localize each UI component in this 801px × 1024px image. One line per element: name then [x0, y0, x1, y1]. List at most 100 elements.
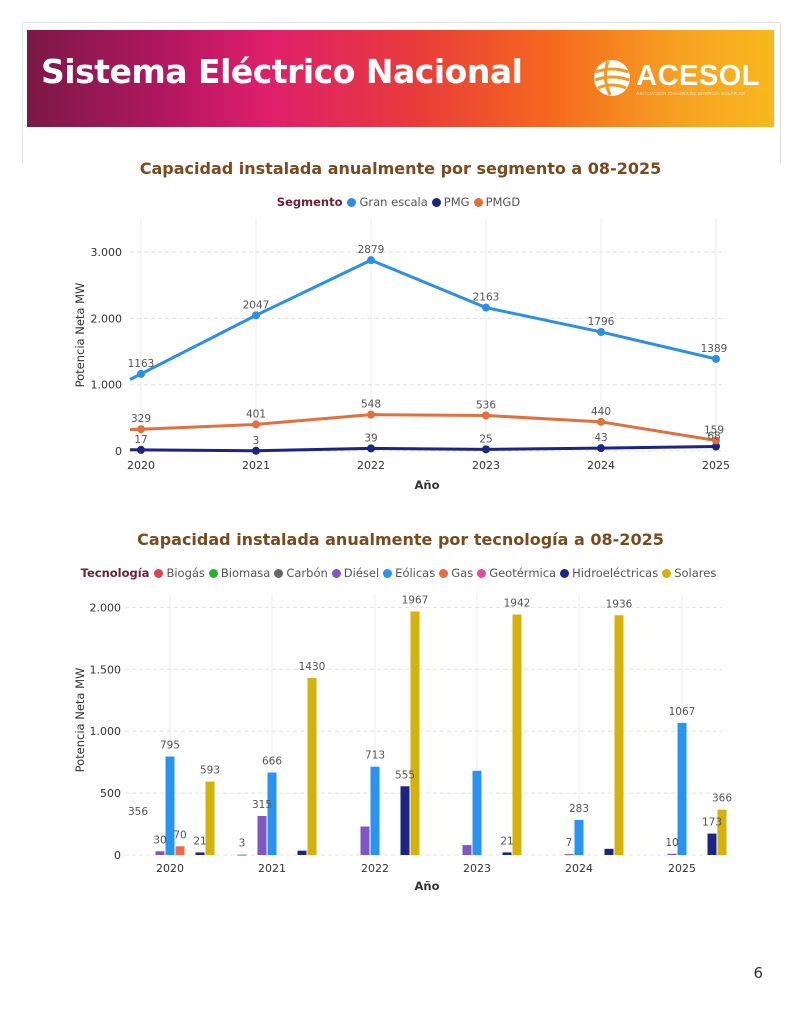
chart2-bar: [400, 786, 410, 855]
chart2-legend-label: Diésel: [343, 566, 380, 580]
chart2-legend-dot: [274, 568, 284, 578]
chart2-legend-item[interactable]: Gas: [439, 566, 473, 580]
chart2-title: Capacidad instalada anualmente por tecno…: [137, 530, 664, 549]
chart2-xtick-label: 2022: [361, 862, 389, 875]
chart2-legend-label: Hidroeléctricas: [572, 566, 659, 580]
chart1-ytick-label: 0: [115, 445, 122, 458]
chart1-data-label: 440: [591, 406, 611, 418]
chart2-legend-item[interactable]: Eólicas: [383, 566, 435, 580]
chart1-point: [137, 369, 145, 378]
chart2-data-label: 283: [569, 803, 589, 815]
chart1-legend-title: Segmento: [276, 195, 343, 209]
chart1-data-label: 548: [361, 399, 381, 411]
chart2-bar: [564, 854, 574, 856]
chart2-ytick-label: 0: [114, 849, 121, 862]
chart2-legend-dot: [477, 568, 487, 578]
acesol-logo: ACESOL ASOCIACIÓN CHILENA DE ENERGÍA SOL…: [592, 56, 760, 100]
chart2-bar: [707, 833, 717, 855]
chart2-legend-item[interactable]: Hidroeléctricas: [560, 566, 658, 580]
chart2-legend-dot: [560, 568, 570, 578]
chart1-point: [137, 445, 145, 454]
chart2-bar: [155, 851, 165, 855]
header-frame: [22, 22, 781, 163]
chart1-data-label: 1796: [588, 316, 615, 328]
chart2-bar: [297, 850, 307, 855]
chart1-point: [597, 327, 605, 336]
chart2-legend-dot: [383, 568, 393, 578]
chart1-point: [252, 311, 260, 320]
chart2-bar: [410, 611, 420, 855]
chart2-bar: [175, 846, 185, 855]
chart2-legend-dot: [154, 568, 164, 578]
chart2-data-label: 173: [702, 817, 722, 829]
chart2-svg: 0 500 1.000 1.500 2.000 3 30 315 7 10 795 666 713 283…: [73, 594, 732, 893]
chart2-data-label: 21: [500, 835, 513, 847]
chart1-data-label: 43: [594, 432, 607, 444]
chart2-bar: [502, 852, 512, 855]
chart2-legend-title: Tecnología: [80, 566, 150, 580]
chart1-legend-label: PMG: [443, 195, 470, 209]
chart1-data-label: 39: [364, 432, 377, 444]
chart1-ytick-label: 2.000: [91, 312, 123, 325]
chart2-bar: [512, 614, 522, 855]
chart1-data-label: 329: [131, 413, 151, 425]
page-number: 6: [753, 964, 763, 982]
chart2-legend-item[interactable]: Biomasa: [208, 566, 270, 580]
chart2-legend-item[interactable]: Carbón: [274, 566, 328, 580]
chart2-xtick-label: 2020: [156, 862, 184, 875]
chart2-legend-dot: [662, 568, 672, 578]
chart1-legend: Segmento Gran escala PMG PMGD: [0, 195, 801, 209]
chart1-legend-item[interactable]: PMG: [431, 195, 470, 209]
chart2-legend-dot: [208, 568, 218, 578]
chart1-series-line: [129, 444, 717, 453]
chart2-data-label: 1067: [669, 706, 696, 718]
chart1-point: [367, 256, 375, 265]
chart2-bar: [614, 615, 624, 855]
chart2-data-label: 315: [252, 799, 272, 811]
chart2-bar: [717, 809, 727, 855]
chart2-legend-label: Carbón: [286, 566, 328, 580]
chart2-ytick-label: 2.000: [90, 601, 122, 614]
chart1-xtick-label: 2025: [702, 459, 730, 472]
chart1-data-label: 401: [246, 408, 266, 420]
chart2-legend-item[interactable]: Geotérmica: [477, 566, 556, 580]
chart2-data-label: 30: [153, 834, 166, 846]
chart2-bar: [462, 845, 472, 855]
chart1-legend-label: PMGD: [485, 195, 521, 209]
chart2-bar: [307, 677, 317, 855]
chart1-title: Capacidad instalada anualmente por segme…: [139, 159, 662, 178]
chart1-xtick-label: 2023: [472, 459, 500, 472]
chart2-legend: Tecnología Biogás Biomasa Carbón Diésel Eóli…: [0, 566, 801, 580]
chart2-legend-dot: [439, 568, 449, 578]
chart2-data-label: 1430: [299, 661, 326, 673]
chart2-bar: [574, 819, 584, 855]
chart2-xtick-label: 2024: [565, 862, 593, 875]
chart2-legend-item[interactable]: Solares: [662, 566, 716, 580]
chart2-bar: [360, 826, 370, 855]
chart1-point: [482, 411, 490, 420]
chart2-legend-label: Solares: [674, 566, 717, 580]
chart2-annotation: 356: [128, 806, 148, 818]
chart1-xlabel: Año: [415, 478, 440, 492]
chart2-legend-label: Gas: [451, 566, 474, 580]
chart1-svg: 0 1.000 2.000 3.000 2020 2021 2022 2023 2024 2025…: [73, 219, 730, 492]
chart1-legend-item[interactable]: Gran escala: [347, 195, 428, 209]
chart1-point: [367, 444, 375, 453]
chart2-data-label: 593: [200, 765, 220, 777]
chart2-bar: [667, 853, 677, 855]
chart2-xtick-label: 2025: [668, 862, 696, 875]
logo-subtitle: ASOCIACIÓN CHILENA DE ENERGÍA SOLAR AG: [636, 90, 746, 96]
chart2-data-label: 70: [173, 829, 186, 841]
chart1-legend-dot: [431, 197, 441, 207]
chart2-bar: [237, 854, 247, 856]
chart2-legend-label: Eólicas: [395, 566, 436, 580]
chart1-point: [482, 445, 490, 454]
chart1-legend-item[interactable]: PMGD: [473, 195, 521, 209]
chart1-data-label: 2163: [473, 292, 500, 304]
chart2-xlabel: Año: [415, 879, 440, 893]
chart2-legend-item[interactable]: Diésel: [331, 566, 380, 580]
chart2-legend-item[interactable]: Biogás: [154, 566, 205, 580]
logo-text: ACESOL: [636, 59, 760, 92]
chart1-data-label: 17: [134, 434, 147, 446]
chart2-bar: [472, 770, 482, 855]
